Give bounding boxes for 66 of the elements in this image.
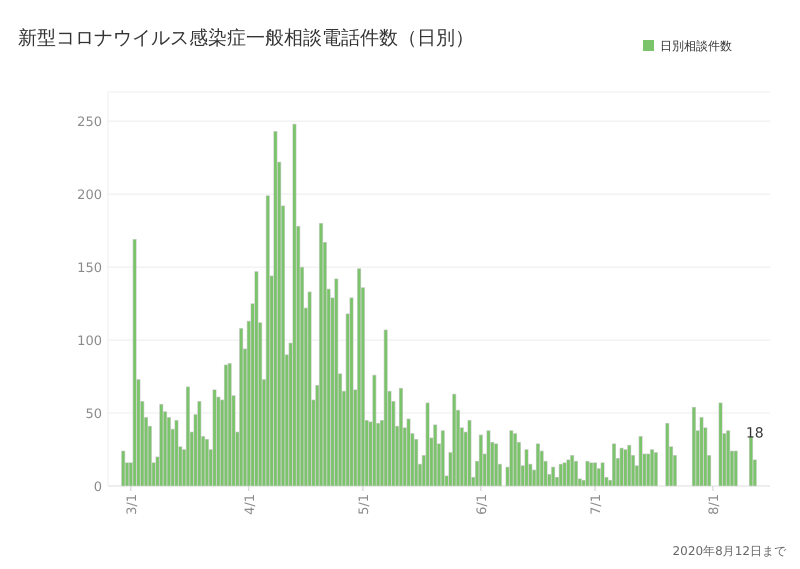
y-tick-label: 200 bbox=[77, 188, 102, 204]
bar bbox=[562, 462, 567, 486]
bar bbox=[384, 330, 388, 486]
bar bbox=[186, 386, 190, 486]
bar bbox=[612, 443, 616, 486]
bar bbox=[665, 422, 670, 486]
bar bbox=[132, 239, 137, 486]
bar bbox=[700, 417, 704, 486]
legend-label: 日別相談件数 bbox=[660, 39, 732, 53]
bar bbox=[551, 466, 556, 486]
bar bbox=[650, 449, 654, 486]
x-tick-label: 6/1 bbox=[474, 494, 490, 515]
bar bbox=[319, 223, 324, 486]
bar bbox=[406, 418, 411, 486]
bar bbox=[620, 448, 624, 486]
bar bbox=[426, 402, 430, 486]
bar bbox=[600, 462, 605, 486]
y-tick-label: 250 bbox=[77, 115, 102, 130]
bar bbox=[692, 406, 696, 486]
x-tick-label: 8/1 bbox=[706, 494, 722, 515]
bar bbox=[440, 430, 445, 486]
bar bbox=[718, 402, 723, 486]
chart-title: 新型コロナウイルス感染症一般相談電話件数（日別） bbox=[18, 27, 474, 49]
bar bbox=[638, 436, 643, 486]
bar bbox=[486, 430, 490, 486]
bar bbox=[212, 389, 217, 486]
x-tick-label: 5/1 bbox=[356, 494, 372, 515]
bar bbox=[433, 424, 438, 486]
bar bbox=[174, 420, 178, 486]
y-tick-label: 100 bbox=[77, 334, 102, 350]
bar bbox=[654, 452, 658, 486]
bar bbox=[292, 124, 296, 486]
bar bbox=[239, 328, 244, 486]
bar bbox=[452, 394, 456, 486]
bar bbox=[494, 443, 498, 486]
bar bbox=[589, 462, 594, 486]
y-tick-label: 50 bbox=[85, 407, 102, 422]
bar bbox=[734, 450, 738, 486]
bar bbox=[334, 278, 338, 486]
bar bbox=[748, 436, 753, 486]
x-tick-label: 3/1 bbox=[124, 494, 140, 515]
bar bbox=[121, 450, 126, 486]
bar bbox=[558, 464, 563, 486]
bar bbox=[357, 268, 362, 486]
bar bbox=[524, 449, 529, 486]
x-tick-label: 7/1 bbox=[588, 494, 604, 515]
bar bbox=[308, 292, 312, 486]
bar bbox=[372, 374, 376, 486]
bar bbox=[467, 420, 472, 486]
x-tick-label: 4/1 bbox=[242, 494, 258, 515]
bar bbox=[513, 433, 518, 486]
bar bbox=[197, 401, 202, 486]
bar bbox=[204, 439, 209, 486]
bar bbox=[627, 444, 632, 486]
bar bbox=[726, 430, 730, 486]
bar bbox=[570, 455, 574, 486]
y-tick-label: 150 bbox=[77, 261, 102, 276]
y-tick-label: 0 bbox=[94, 480, 102, 495]
bar bbox=[266, 195, 270, 486]
bar bbox=[254, 271, 258, 486]
bar bbox=[159, 404, 164, 486]
text: 2020年8月12日まで bbox=[672, 544, 787, 558]
bar bbox=[228, 363, 232, 486]
bar bbox=[349, 297, 354, 486]
bar bbox=[398, 388, 403, 486]
annotation: 18 bbox=[746, 426, 764, 442]
